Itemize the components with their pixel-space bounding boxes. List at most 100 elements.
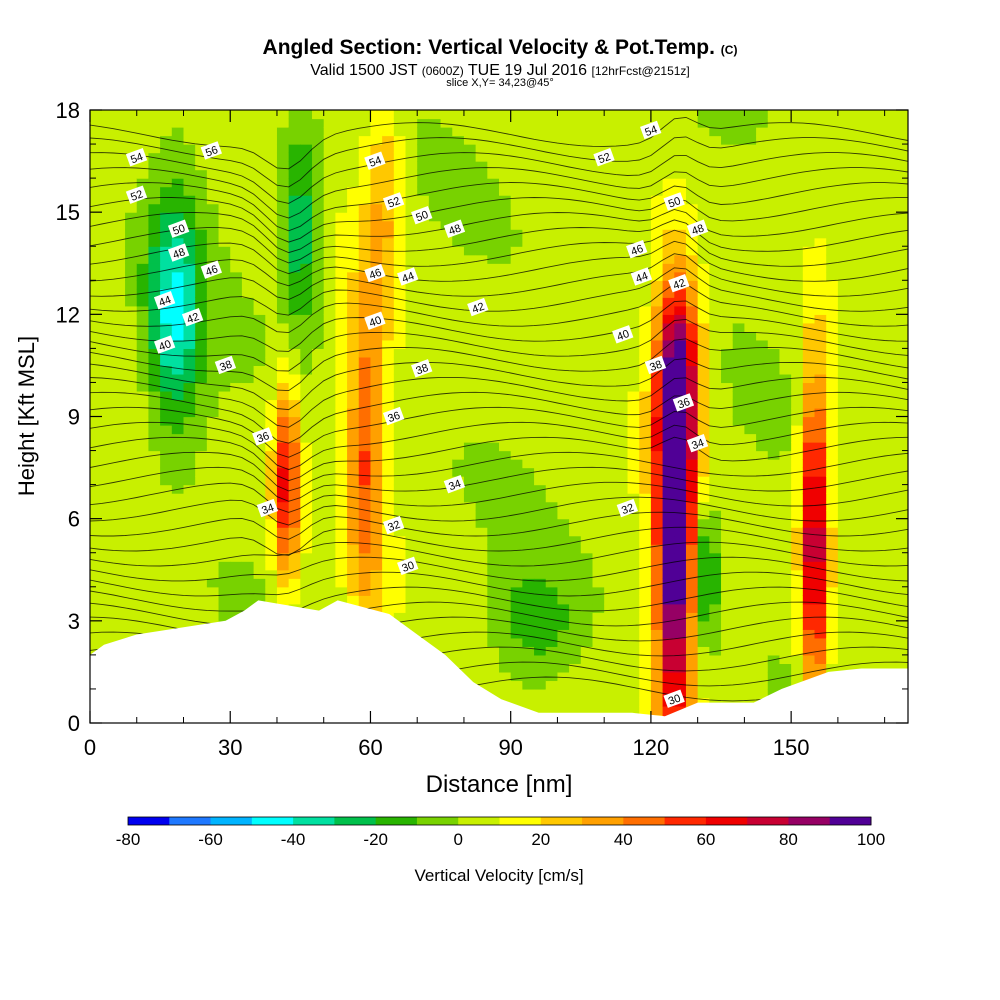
velocity-cell xyxy=(580,407,594,418)
velocity-cell xyxy=(206,510,220,520)
velocity-cell xyxy=(592,586,605,596)
velocity-cell xyxy=(580,433,594,443)
velocity-cell xyxy=(580,237,594,247)
velocity-cell xyxy=(347,152,360,162)
velocity-cell xyxy=(183,297,196,307)
velocity-cell xyxy=(802,586,816,596)
velocity-cell xyxy=(837,493,851,503)
velocity-cell xyxy=(615,399,629,409)
velocity-cell xyxy=(475,629,488,639)
velocity-cell xyxy=(697,637,710,647)
velocity-cell xyxy=(405,280,418,290)
velocity-cell xyxy=(487,518,500,528)
velocity-cell xyxy=(428,144,442,154)
velocity-cell xyxy=(206,569,220,579)
velocity-cell xyxy=(861,467,874,477)
velocity-cell xyxy=(417,297,430,307)
velocity-cell xyxy=(510,688,523,699)
velocity-cell xyxy=(685,254,699,264)
velocity-cell xyxy=(452,280,465,290)
velocity-cell xyxy=(218,186,231,196)
velocity-cell xyxy=(241,510,255,520)
velocity-cell xyxy=(545,527,559,537)
velocity-cell xyxy=(837,263,851,273)
velocity-cell xyxy=(756,646,769,656)
velocity-cell xyxy=(136,271,150,281)
velocity-cell xyxy=(779,527,792,537)
velocity-cell xyxy=(791,442,804,452)
velocity-cell xyxy=(767,399,781,409)
velocity-cell xyxy=(206,476,220,486)
velocity-cell xyxy=(650,425,664,435)
velocity-cell xyxy=(861,425,874,435)
velocity-cell xyxy=(744,254,757,264)
velocity-cell xyxy=(522,322,535,332)
velocity-cell xyxy=(674,331,687,341)
velocity-cell xyxy=(861,382,874,392)
velocity-cell xyxy=(814,578,827,588)
velocity-cell xyxy=(615,348,629,358)
velocity-cell xyxy=(358,510,372,520)
velocity-cell xyxy=(405,220,418,230)
velocity-cell xyxy=(323,561,336,571)
velocity-cell xyxy=(569,212,582,222)
velocity-cell xyxy=(101,161,114,171)
velocity-cell xyxy=(685,178,699,188)
velocity-cell xyxy=(393,476,407,486)
velocity-cell xyxy=(662,365,675,375)
velocity-cell xyxy=(569,476,582,486)
velocity-cell xyxy=(101,144,114,154)
velocity-cell xyxy=(370,484,383,494)
velocity-cell xyxy=(756,476,769,486)
velocity-cell xyxy=(510,339,523,349)
velocity-cell xyxy=(276,186,290,196)
velocity-cell xyxy=(183,169,196,179)
velocity-cell xyxy=(802,450,816,460)
velocity-cell xyxy=(534,425,547,435)
velocity-cell xyxy=(884,544,897,554)
velocity-cell xyxy=(125,288,138,298)
velocity-cell xyxy=(323,442,336,452)
velocity-cell xyxy=(685,390,699,401)
velocity-cell xyxy=(872,246,886,256)
velocity-cell xyxy=(685,544,699,554)
velocity-cell xyxy=(837,544,851,554)
velocity-cell xyxy=(522,510,535,520)
velocity-cell xyxy=(650,442,664,452)
velocity-cell xyxy=(358,339,372,349)
velocity-cell xyxy=(662,152,675,162)
velocity-cell xyxy=(604,637,617,647)
velocity-cell xyxy=(323,144,336,154)
velocity-cell xyxy=(499,578,512,588)
velocity-cell xyxy=(475,152,488,162)
velocity-cell xyxy=(861,501,874,511)
velocity-cell xyxy=(347,186,360,196)
velocity-cell xyxy=(884,493,897,503)
velocity-cell xyxy=(463,118,477,128)
velocity-cell xyxy=(709,586,722,596)
velocity-cell xyxy=(744,118,757,128)
velocity-cell xyxy=(171,144,185,154)
velocity-cell xyxy=(113,288,126,298)
velocity-cell xyxy=(709,544,722,554)
velocity-cell xyxy=(814,195,827,205)
velocity-cell xyxy=(312,586,325,596)
velocity-cell xyxy=(125,493,138,503)
velocity-cell xyxy=(323,229,336,239)
velocity-cell xyxy=(814,399,827,409)
velocity-cell xyxy=(90,280,103,290)
velocity-cell xyxy=(779,195,792,205)
velocity-cell xyxy=(312,186,325,196)
velocity-cell xyxy=(732,186,745,196)
velocity-cell xyxy=(393,135,407,145)
velocity-cell xyxy=(662,484,675,494)
velocity-cell xyxy=(814,152,827,162)
velocity-cell xyxy=(148,510,161,520)
velocity-cell xyxy=(674,527,687,537)
velocity-cell xyxy=(253,314,266,324)
velocity-cell xyxy=(534,476,547,486)
velocity-cell xyxy=(440,544,453,554)
velocity-cell xyxy=(452,569,465,579)
velocity-cell xyxy=(861,663,874,673)
velocity-cell xyxy=(475,390,488,401)
